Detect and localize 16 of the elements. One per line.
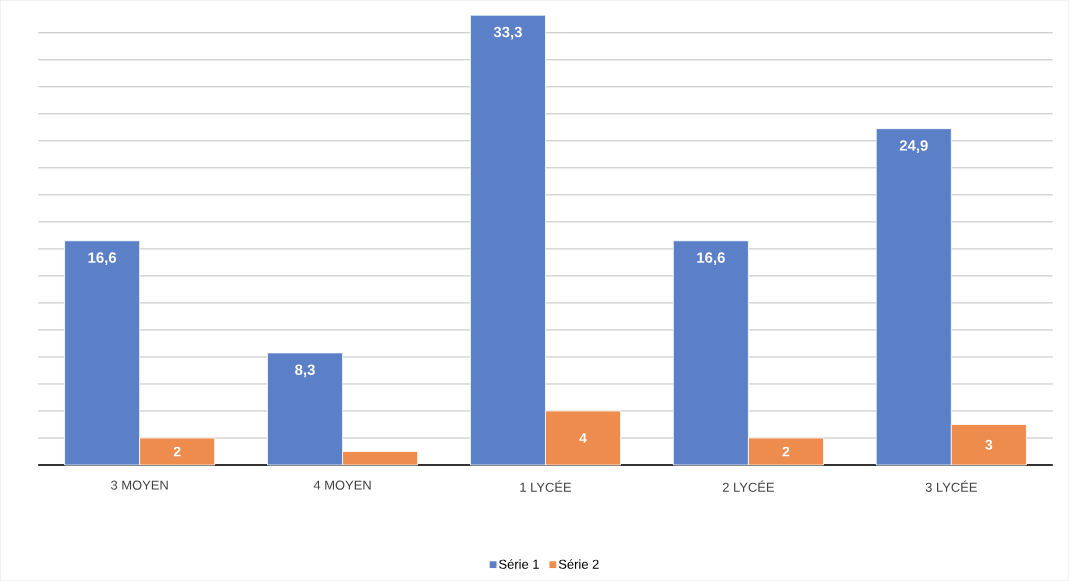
x-tick-label: 4 MOYEN [313, 480, 371, 490]
x-tick-label: 3 MOYEN [111, 480, 168, 490]
data-label: 24,9 [899, 140, 928, 153]
data-label: 8,3 [295, 364, 315, 378]
data-label: 16,6 [88, 252, 117, 265]
legend-label: Série 1 [499, 559, 539, 569]
data-label: 2 [173, 446, 181, 457]
x-tick-label: 1 LYCÉE [520, 480, 572, 492]
data-label: 33,3 [493, 26, 522, 40]
x-tick-label: 2 LYCÉE [722, 480, 774, 492]
data-label: 3 [985, 439, 993, 450]
data-label: 2 [782, 446, 790, 457]
data-label: 16,6 [697, 252, 725, 265]
legend-label: Série 2 [558, 559, 599, 569]
x-tick-label: 3 LYCÉE [925, 480, 977, 492]
data-label: 4 [579, 433, 587, 443]
